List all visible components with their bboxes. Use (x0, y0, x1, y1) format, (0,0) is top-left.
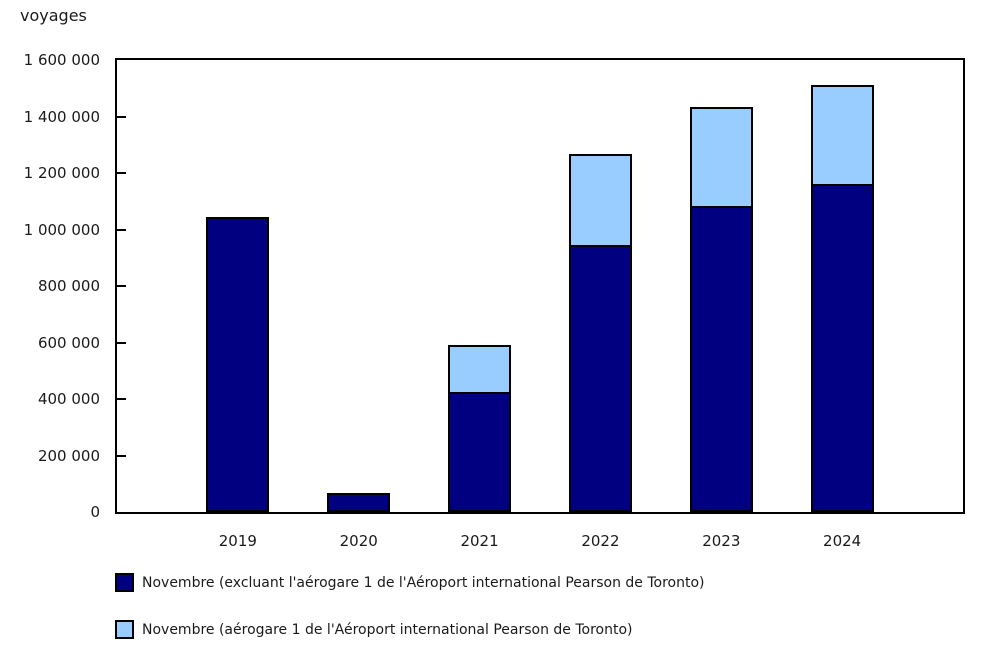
y-tick-mark (117, 228, 126, 231)
y-tick-mark (117, 341, 126, 344)
y-tick-label: 800 000 (37, 277, 100, 295)
bar-segment-series1-2020 (327, 492, 391, 512)
y-tick-label: 400 000 (37, 390, 100, 408)
legend-swatch-icon (115, 573, 134, 592)
bar-2020 (327, 492, 391, 512)
bar-segment-series1-2021 (448, 391, 512, 512)
bar-2023 (689, 107, 753, 512)
legend-row-series1: Novembre (excluant l'aérogare 1 de l'Aér… (115, 573, 705, 592)
x-tick-label: 2023 (702, 532, 741, 550)
legend-row-series2: Novembre (aérogare 1 de l'Aéroport inter… (115, 620, 633, 639)
y-tick-label: 0 (90, 503, 100, 521)
bar-segment-series1-2022 (568, 245, 632, 512)
y-tick-mark (117, 454, 126, 457)
plot-area (115, 58, 965, 514)
y-tick-mark (117, 398, 126, 400)
y-tick-label: 600 000 (37, 333, 100, 352)
bar-segment-series2-2023 (689, 107, 753, 208)
x-tick-label: 2024 (823, 532, 862, 550)
x-tick-label: 2020 (339, 532, 378, 550)
y-tick-label: 1 000 000 (23, 220, 100, 239)
y-tick-mark (117, 172, 126, 174)
x-tick-label: 2022 (581, 532, 620, 550)
bar-2024 (810, 84, 874, 512)
y-tick-label: 1 400 000 (23, 107, 100, 126)
y-tick-label: 1 600 000 (23, 51, 100, 69)
bar-2021 (448, 344, 512, 512)
legend-swatch-icon (115, 620, 134, 639)
bar-2022 (568, 153, 632, 512)
bar-segment-series2-2021 (448, 344, 512, 394)
y-tick-mark (117, 115, 126, 118)
legend-label: Novembre (aérogare 1 de l'Aéroport inter… (142, 621, 633, 638)
y-axis-title: voyages (20, 6, 87, 25)
bar-2019 (206, 216, 270, 512)
bar-segment-series2-2022 (568, 153, 632, 248)
y-tick-label: 200 000 (37, 446, 100, 465)
bar-segment-series1-2024 (810, 184, 874, 512)
y-tick-label: 1 200 000 (23, 164, 100, 182)
x-tick-label: 2021 (460, 532, 499, 550)
legend-label: Novembre (excluant l'aérogare 1 de l'Aér… (142, 574, 705, 591)
bar-segment-series2-2024 (810, 84, 874, 187)
x-tick-label: 2019 (218, 532, 257, 550)
bar-segment-series1-2019 (206, 216, 270, 512)
y-tick-mark (117, 285, 126, 287)
bar-segment-series1-2023 (689, 205, 753, 512)
